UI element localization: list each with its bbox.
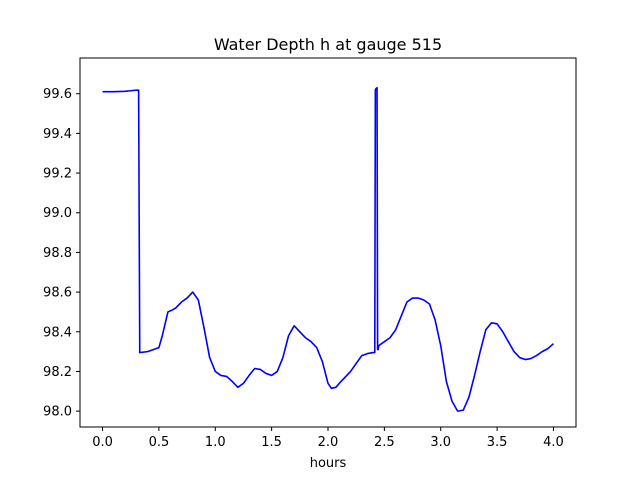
x-tick-label: 3.5: [487, 435, 508, 450]
y-tick-label: 98.8: [43, 246, 72, 261]
x-tick-label: 2.5: [374, 435, 395, 450]
x-tick-label: 0.0: [92, 435, 113, 450]
x-axis-label: hours: [310, 456, 347, 471]
y-tick-label: 99.2: [43, 167, 72, 182]
x-tick-label: 2.0: [318, 435, 339, 450]
y-tick-label: 99.6: [43, 87, 72, 102]
y-tick-label: 98.0: [43, 405, 72, 420]
x-tick-label: 1.0: [205, 435, 226, 450]
y-tick-label: 99.4: [43, 127, 72, 142]
axes-frame: [79, 57, 577, 428]
series-line: [102, 86, 554, 412]
x-axis-ticks: 0.0 0.5 1.0 1.5 2.0 2.5 3.0 3.5 4.0: [92, 427, 564, 450]
y-axis-ticks: 98.0 98.2 98.4 98.6 98.8 99.0 99.2 99.4 99.6: [43, 87, 80, 420]
x-tick-label: 0.5: [149, 435, 170, 450]
plot-area: [102, 86, 554, 412]
x-tick-label: 1.5: [261, 435, 282, 450]
y-tick-label: 98.6: [43, 286, 72, 301]
x-tick-label: 4.0: [543, 435, 564, 450]
x-tick-label: 3.0: [430, 435, 451, 450]
chart-title: Water Depth h at gauge 515: [214, 35, 442, 54]
y-tick-label: 98.2: [43, 365, 72, 380]
y-tick-label: 99.0: [43, 206, 72, 221]
y-tick-label: 98.4: [43, 325, 72, 340]
